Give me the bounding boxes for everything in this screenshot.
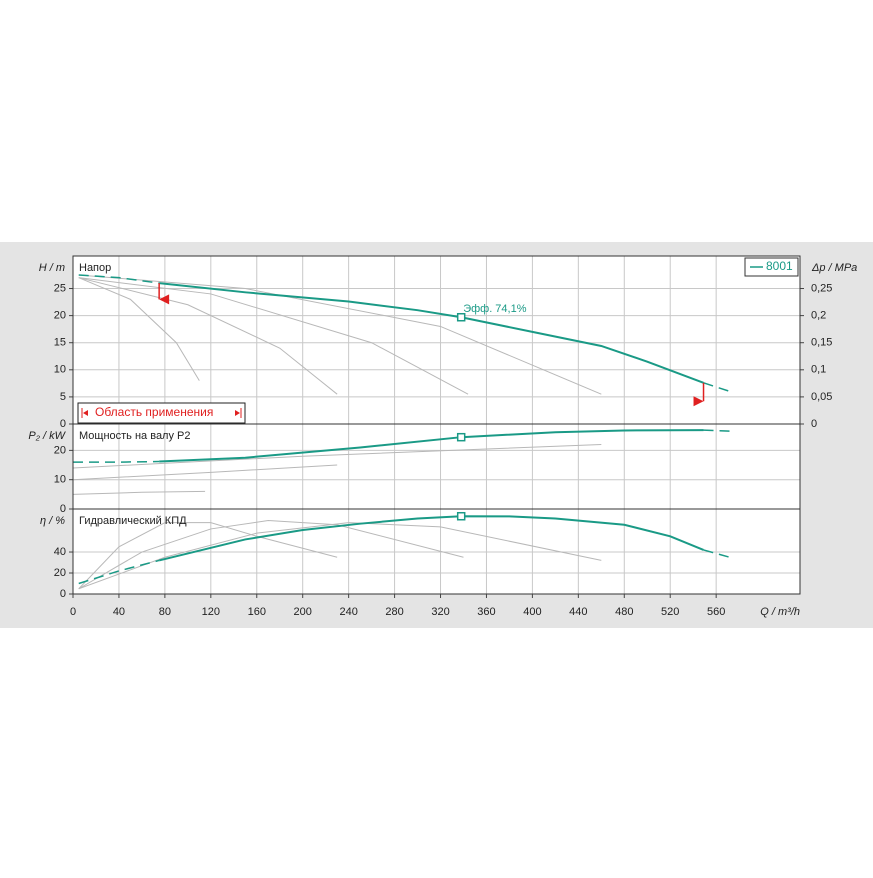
panel-title: Гидравлический КПД bbox=[79, 515, 187, 527]
y-tick-label: 20 bbox=[54, 567, 66, 579]
y2-tick-label: 0,1 bbox=[811, 364, 826, 376]
y2-axis-label: Δp / MPa bbox=[811, 262, 857, 274]
curve-extension bbox=[703, 429, 734, 433]
y-axis-label: H / m bbox=[39, 262, 65, 274]
y2-tick-label: 0 bbox=[811, 418, 817, 430]
y-tick-label: 0 bbox=[60, 588, 66, 600]
efficiency-label: Эфф. 74,1% bbox=[463, 303, 527, 315]
y-axis-label: P₂ / kW bbox=[28, 430, 66, 442]
y2-tick-label: 0,2 bbox=[811, 310, 826, 322]
plot-area bbox=[73, 256, 800, 594]
reference-curve bbox=[78, 277, 200, 381]
operating-point bbox=[456, 432, 466, 442]
reference-curve bbox=[78, 274, 602, 395]
y-tick-label: 0 bbox=[60, 503, 66, 515]
range-label: Область применения bbox=[95, 405, 213, 419]
range-arrow bbox=[159, 294, 170, 305]
y-tick-label: 40 bbox=[54, 546, 66, 558]
x-tick-label: 200 bbox=[294, 606, 312, 618]
y-tick-label: 10 bbox=[54, 474, 66, 486]
curve-extension bbox=[703, 382, 734, 394]
x-tick-label: 80 bbox=[159, 606, 171, 618]
curve-extension bbox=[78, 274, 160, 284]
reference-curve bbox=[78, 277, 338, 395]
x-tick-label: 440 bbox=[569, 606, 587, 618]
curve-extension bbox=[703, 549, 734, 560]
y-tick-label: 15 bbox=[54, 337, 66, 349]
reference-curve bbox=[78, 522, 602, 590]
x-tick-label: 520 bbox=[661, 606, 679, 618]
range-arrow bbox=[693, 396, 704, 407]
x-tick-label: 480 bbox=[615, 606, 633, 618]
reference-curve bbox=[78, 522, 338, 590]
x-tick-label: 0 bbox=[70, 606, 76, 618]
y-tick-label: 25 bbox=[54, 282, 66, 294]
y-tick-label: 10 bbox=[54, 364, 66, 376]
reference-curve bbox=[72, 444, 602, 469]
operating-point bbox=[456, 511, 466, 521]
y2-tick-label: 0,25 bbox=[811, 282, 832, 294]
y-tick-label: 0 bbox=[60, 418, 66, 430]
legend-box bbox=[744, 257, 799, 277]
reference-curve bbox=[72, 464, 338, 481]
y2-tick-label: 0,15 bbox=[811, 337, 832, 349]
x-tick-label: 160 bbox=[248, 606, 266, 618]
panel-title: Напор bbox=[79, 262, 111, 274]
x-tick-label: 400 bbox=[523, 606, 541, 618]
legend-label: 8001 bbox=[766, 259, 793, 273]
y-tick-label: 5 bbox=[60, 391, 66, 403]
reference-curve bbox=[72, 490, 206, 495]
panel-title: Мощность на валу P2 bbox=[79, 430, 191, 442]
y-axis-label: η / % bbox=[40, 515, 65, 527]
range-box bbox=[77, 402, 246, 424]
y-tick-label: 20 bbox=[54, 444, 66, 456]
panel-border bbox=[72, 508, 801, 595]
x-tick-label: 560 bbox=[707, 606, 725, 618]
curve-extension bbox=[73, 460, 160, 463]
x-tick-label: 280 bbox=[385, 606, 403, 618]
y-tick-label: 20 bbox=[54, 310, 66, 322]
reference-curve bbox=[78, 520, 464, 590]
y2-tick-label: 0,05 bbox=[811, 391, 832, 403]
x-tick-label: 360 bbox=[477, 606, 495, 618]
x-tick-label: 320 bbox=[431, 606, 449, 618]
curve-extension bbox=[78, 559, 160, 585]
x-tick-label: 120 bbox=[202, 606, 220, 618]
x-axis-label: Q / m³/h bbox=[760, 606, 800, 618]
operating-point bbox=[456, 312, 466, 322]
x-tick-label: 240 bbox=[339, 606, 357, 618]
x-tick-label: 40 bbox=[113, 606, 125, 618]
reference-curve bbox=[78, 277, 469, 395]
